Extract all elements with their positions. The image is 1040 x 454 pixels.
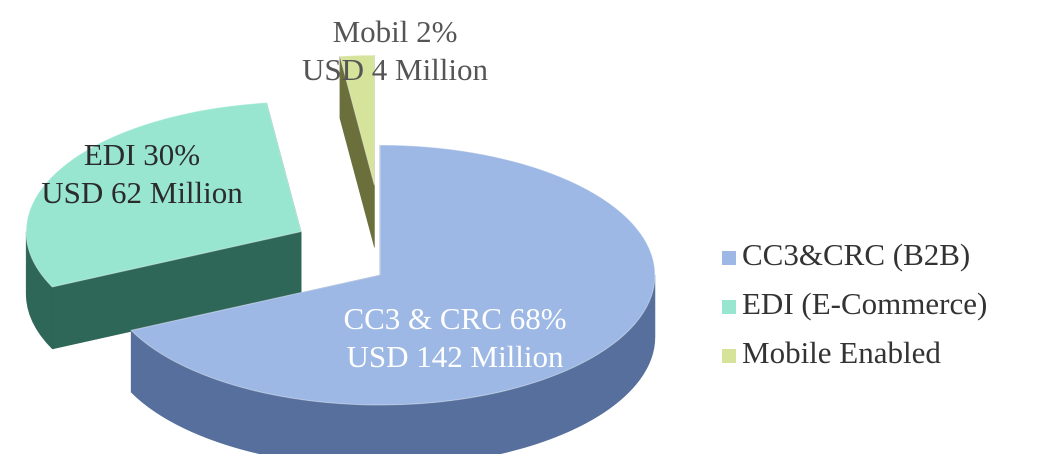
legend-label: Mobile Enabled: [742, 335, 941, 370]
legend: CC3&CRC (B2B) EDI (E-Commerce) Mobile Enab…: [722, 237, 987, 370]
data-label: CC3 & CRC 68%: [343, 301, 566, 336]
data-label: EDI 30%: [84, 137, 200, 172]
slice: [25, 102, 302, 350]
slice: [130, 144, 656, 406]
legend-label: EDI (E-Commerce): [742, 286, 987, 321]
data-label-amount: USD 62 Million: [41, 175, 243, 210]
legend-swatch: [722, 300, 736, 314]
pie: [25, 54, 656, 454]
legend-label: CC3&CRC (B2B): [742, 237, 970, 272]
data-label-amount: USD 4 Million: [302, 52, 489, 87]
slice: [339, 54, 375, 186]
data-labels: CC3 & CRC 68%USD 142 Million EDI 30%USD 6…: [41, 14, 566, 374]
slice: [339, 54, 375, 248]
legend-swatch: [722, 251, 736, 265]
data-label: Mobil 2%: [333, 14, 458, 49]
slice: [130, 144, 656, 454]
legend-swatch: [722, 349, 736, 363]
data-label-amount: USD 142 Million: [346, 339, 564, 374]
slice: [25, 102, 302, 288]
